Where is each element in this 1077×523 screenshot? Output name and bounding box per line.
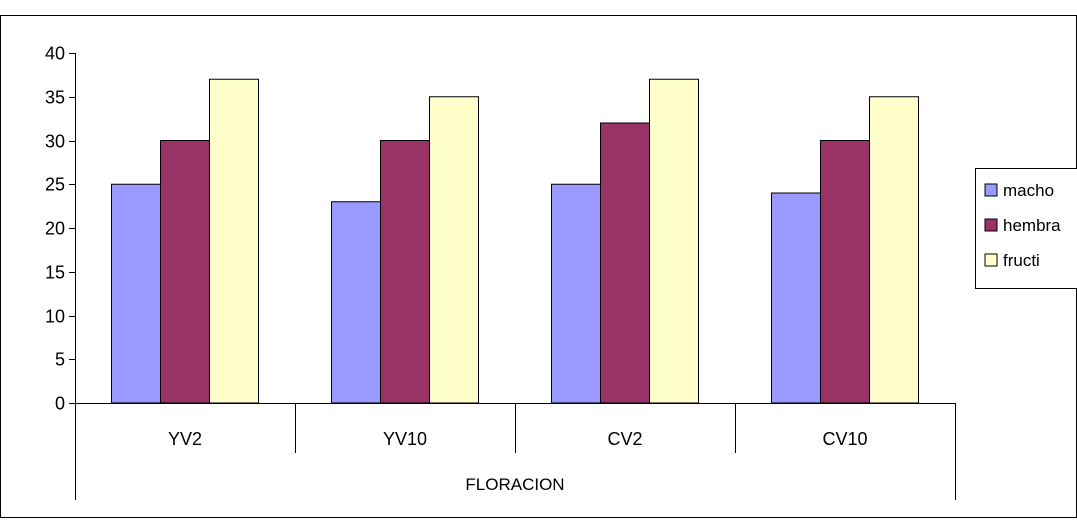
legend: macho hembra fructi (976, 169, 1077, 289)
x-tick-label: CV2 (607, 429, 642, 449)
bar-macho-CV10 (772, 193, 821, 403)
bar-macho-YV10 (332, 202, 381, 403)
bar-hembra-CV10 (821, 141, 870, 404)
y-tick-label: 5 (55, 350, 65, 370)
bar-fructi-CV2 (650, 79, 699, 403)
legend-label-hembra: hembra (1003, 216, 1061, 235)
x-tick-label: CV10 (822, 429, 867, 449)
bar-macho-YV2 (112, 184, 161, 403)
x-tick-label: YV2 (168, 429, 202, 449)
y-tick-label: 20 (45, 219, 65, 239)
bar-hembra-YV2 (161, 141, 210, 404)
bar-fructi-CV10 (870, 97, 919, 403)
y-tick-label: 0 (55, 394, 65, 414)
bar-hembra-CV2 (601, 123, 650, 403)
bar-fructi-YV10 (430, 97, 479, 403)
legend-label-macho: macho (1003, 181, 1054, 200)
bar-fructi-YV2 (210, 79, 259, 403)
legend-label-fructi: fructi (1003, 251, 1040, 270)
y-tick-label: 30 (45, 132, 65, 152)
legend-swatch-macho (985, 184, 997, 196)
legend-swatch-hembra (985, 219, 997, 231)
legend-swatch-fructi (985, 254, 997, 266)
y-tick-label: 25 (45, 175, 65, 195)
y-tick-label: 40 (45, 44, 65, 64)
x-tick-label: YV10 (383, 429, 427, 449)
bar-hembra-YV10 (381, 141, 430, 404)
y-tick-label: 35 (45, 88, 65, 108)
bar-macho-CV2 (552, 184, 601, 403)
y-tick-label: 10 (45, 307, 65, 327)
x-axis-title: FLORACION (465, 475, 564, 494)
y-tick-label: 15 (45, 263, 65, 283)
